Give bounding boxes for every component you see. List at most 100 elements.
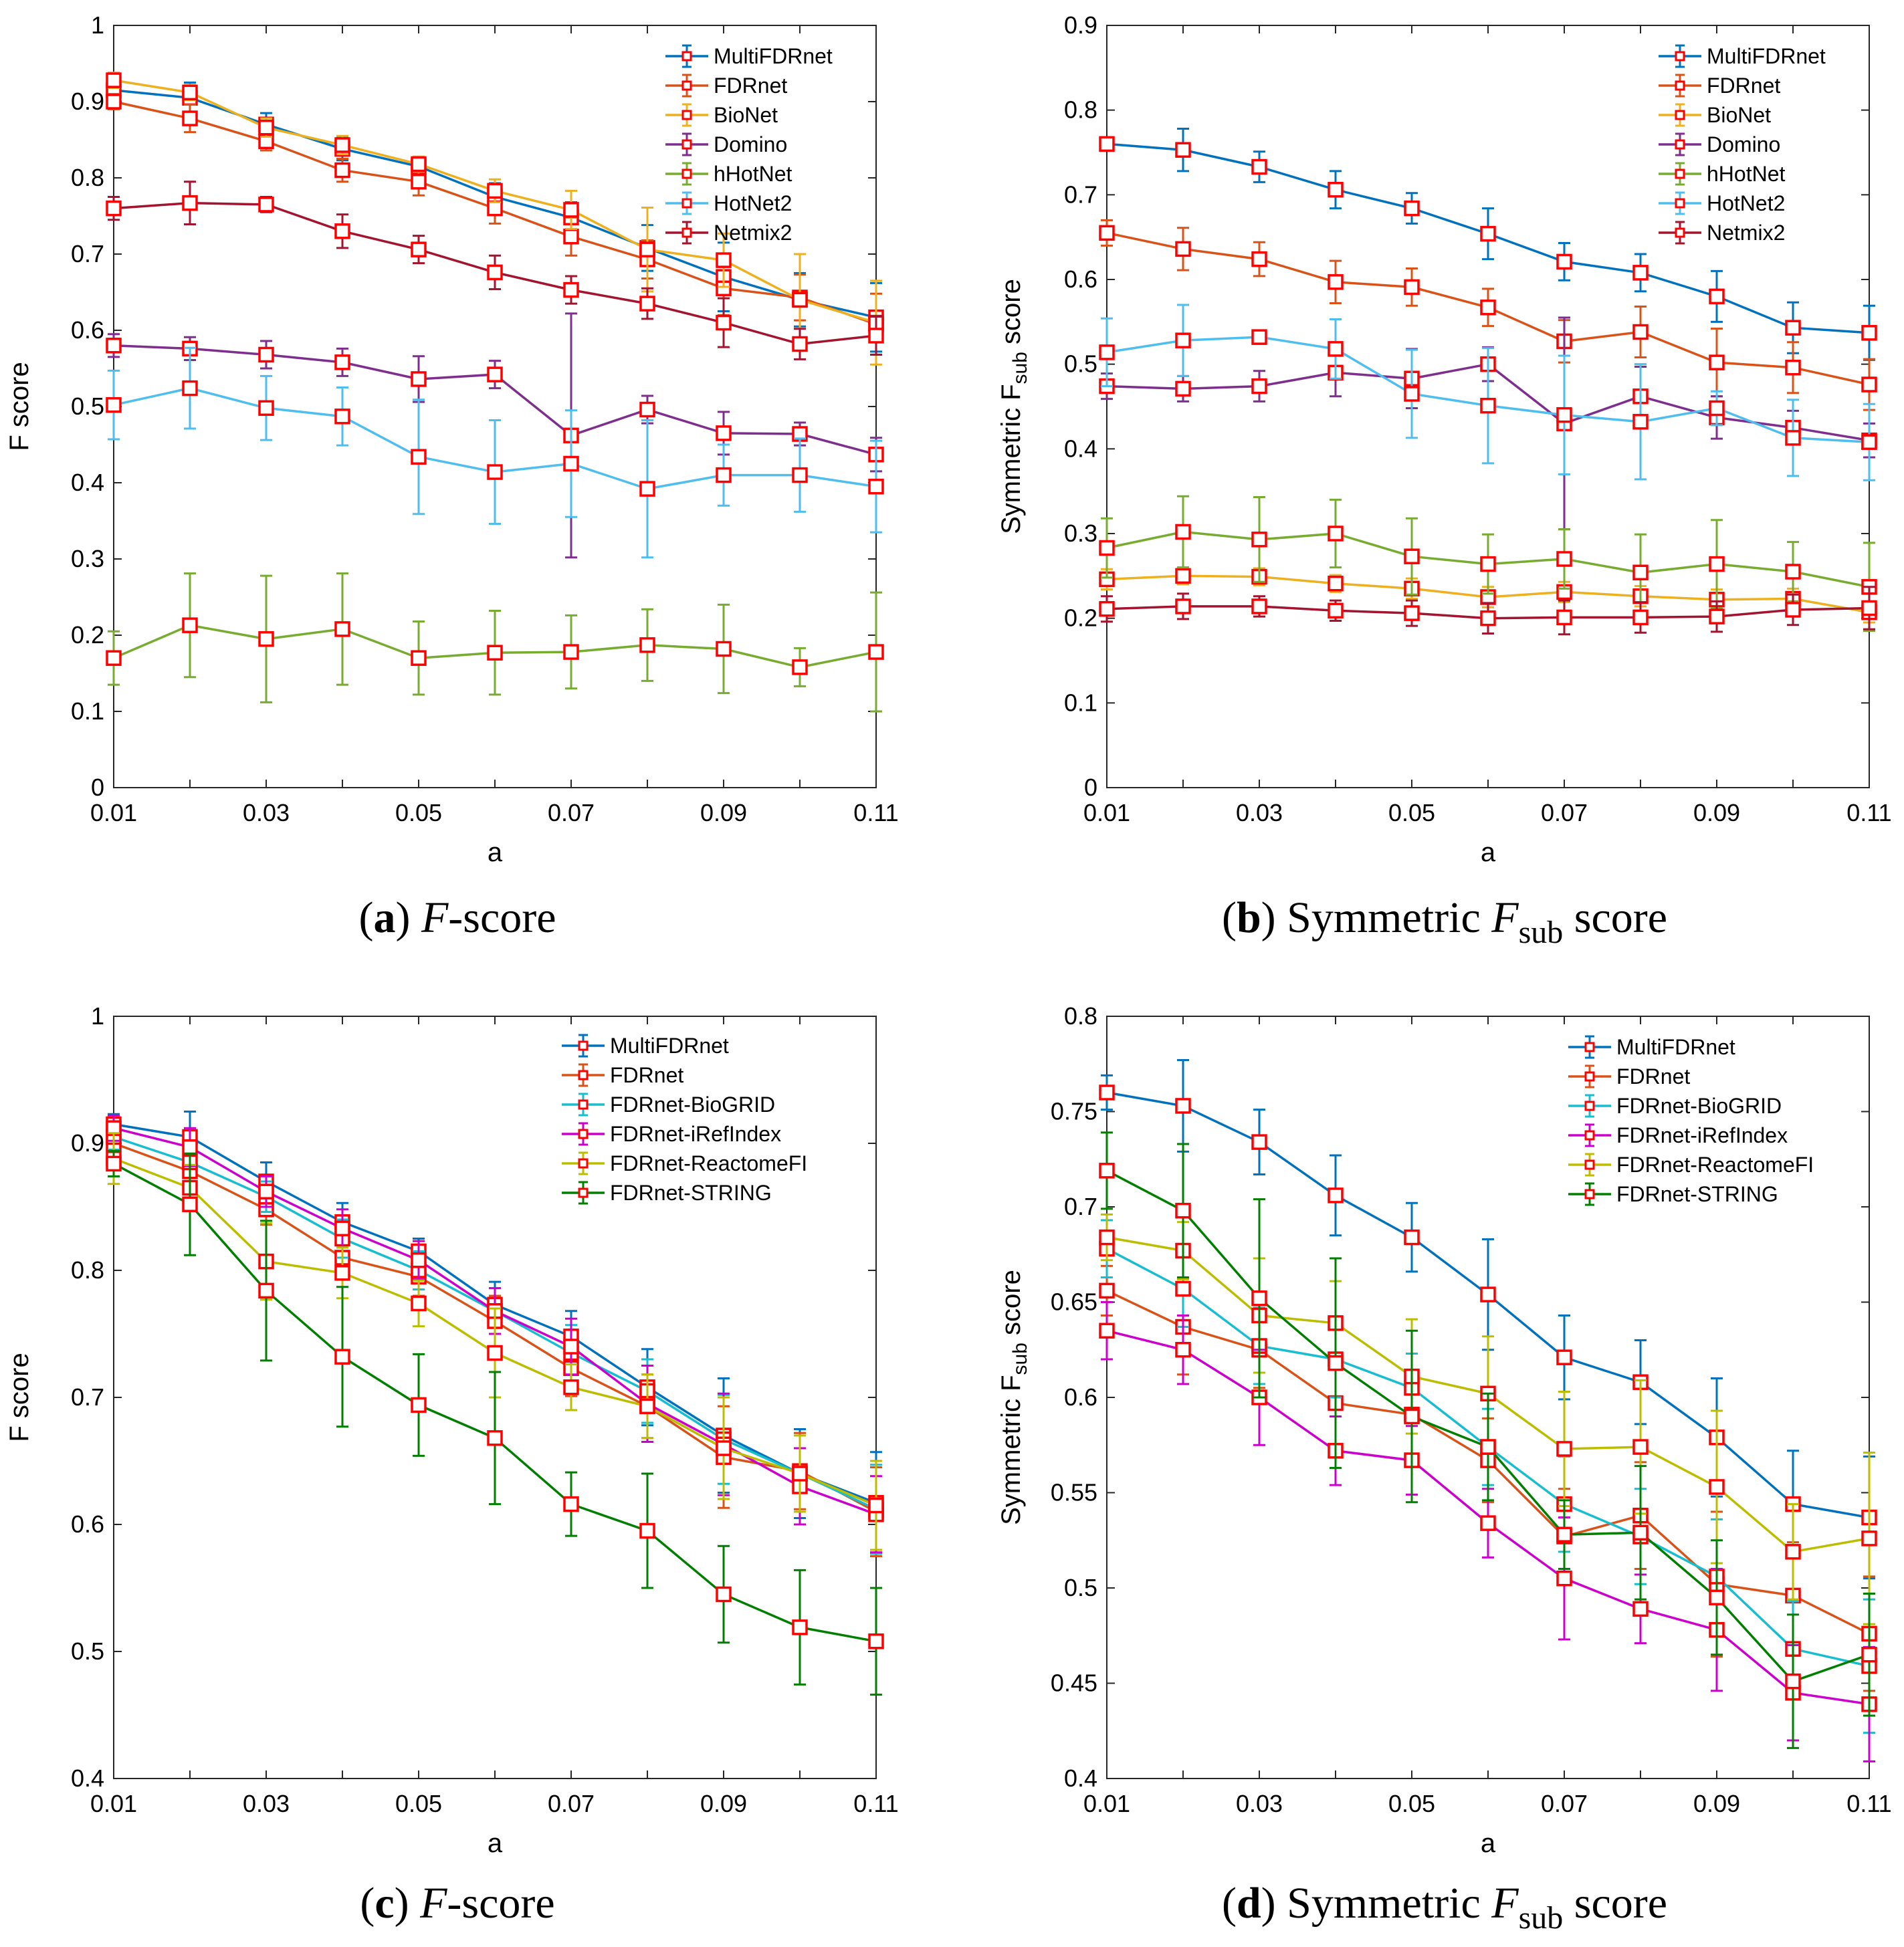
data-point bbox=[334, 137, 350, 153]
legend-entry-bionet: BioNet bbox=[714, 103, 778, 127]
data-point bbox=[868, 644, 884, 660]
y-tick-label: 0.6 bbox=[71, 316, 104, 344]
data-point bbox=[792, 1466, 808, 1482]
data-point bbox=[1251, 532, 1267, 548]
data-point bbox=[1861, 1530, 1877, 1547]
y-tick-label: 0.9 bbox=[71, 88, 104, 115]
data-point bbox=[1251, 598, 1267, 614]
legend-entry-bionet: BioNet bbox=[1707, 103, 1771, 127]
y-tick-label: 0 bbox=[91, 774, 104, 801]
data-point bbox=[1556, 1349, 1572, 1365]
data-point bbox=[1251, 378, 1267, 394]
data-point bbox=[1632, 414, 1649, 430]
data-point bbox=[1404, 605, 1420, 621]
data-point bbox=[563, 229, 579, 245]
data-point bbox=[1099, 136, 1115, 152]
y-tick-label: 0.6 bbox=[71, 1510, 104, 1538]
legend-entry-fdrnet: FDRnet bbox=[1707, 74, 1780, 98]
data-point bbox=[1556, 253, 1572, 270]
legend-marker bbox=[1675, 168, 1685, 179]
y-tick-label: 0.5 bbox=[71, 1637, 104, 1665]
data-point bbox=[1785, 359, 1801, 376]
x-tick-label: 0.01 bbox=[90, 1790, 137, 1817]
data-point bbox=[1175, 241, 1191, 257]
data-point bbox=[1632, 265, 1649, 281]
x-tick-label: 0.11 bbox=[1846, 799, 1891, 826]
legend-entry-domino: Domino bbox=[714, 132, 787, 156]
x-tick-label: 0.07 bbox=[1541, 1790, 1588, 1817]
data-point bbox=[334, 162, 350, 179]
data-point bbox=[411, 241, 427, 257]
data-point bbox=[639, 1522, 655, 1539]
data-point bbox=[1480, 1286, 1496, 1302]
x-tick-label: 0.01 bbox=[1083, 799, 1130, 826]
legend-marker bbox=[578, 1040, 589, 1051]
y-tick-label: 0.1 bbox=[1064, 689, 1097, 716]
data-point bbox=[1556, 551, 1572, 567]
legend-marker bbox=[681, 198, 692, 209]
data-point bbox=[1175, 1202, 1191, 1219]
data-point bbox=[1480, 556, 1496, 572]
y-tick-label: 0.65 bbox=[1051, 1288, 1097, 1316]
y-tick-label: 0.5 bbox=[1064, 1574, 1097, 1601]
y-tick-label: 0.9 bbox=[1064, 11, 1097, 39]
legend-entry-multifdrnet: MultiFDRnet bbox=[1707, 44, 1826, 68]
y-tick-label: 0.7 bbox=[71, 1383, 104, 1411]
data-point bbox=[1861, 325, 1877, 341]
data-point bbox=[1709, 608, 1725, 624]
data-point bbox=[639, 296, 655, 312]
series-fdrnet-reactomefi bbox=[106, 1132, 884, 1551]
data-point bbox=[1099, 1229, 1115, 1246]
series-fdrnet-irefindex bbox=[1099, 1301, 1877, 1762]
data-point bbox=[1709, 1589, 1725, 1605]
data-point bbox=[1404, 200, 1420, 217]
series-netmix2 bbox=[106, 181, 884, 360]
legend-entry-fdrnet: FDRnet bbox=[610, 1063, 683, 1087]
x-tick-label: 0.07 bbox=[548, 1790, 595, 1817]
data-point bbox=[182, 1196, 198, 1212]
x-tick-label: 0.05 bbox=[1388, 1790, 1435, 1817]
x-tick-label: 0.09 bbox=[700, 1790, 747, 1817]
x-tick-label: 0.09 bbox=[1693, 1790, 1740, 1817]
y-tick-label: 0.8 bbox=[71, 1256, 104, 1284]
data-point bbox=[1480, 300, 1496, 316]
data-point bbox=[1861, 434, 1877, 450]
data-point bbox=[1251, 329, 1267, 345]
data-point bbox=[1480, 1439, 1496, 1455]
legend-entry-fdrnet-irefindex: FDRnet-iRefIndex bbox=[1616, 1123, 1788, 1147]
legend-entry-hhotnet: hHotNet bbox=[714, 162, 792, 186]
x-tick-label: 0.07 bbox=[1541, 799, 1588, 826]
data-point bbox=[563, 202, 579, 218]
data-point bbox=[1175, 524, 1191, 540]
data-point bbox=[1328, 274, 1344, 290]
data-point bbox=[1480, 610, 1496, 626]
legend-marker bbox=[1584, 1101, 1595, 1111]
legend-entry-hotnet2: HotNet2 bbox=[1707, 191, 1785, 215]
data-point bbox=[716, 641, 732, 657]
legend-marker bbox=[681, 139, 692, 150]
data-point bbox=[1328, 341, 1344, 357]
data-point bbox=[334, 1265, 350, 1281]
data-point bbox=[1404, 548, 1420, 564]
data-point bbox=[411, 173, 427, 190]
legend-entry-domino: Domino bbox=[1707, 132, 1780, 156]
y-tick-label: 0.8 bbox=[71, 164, 104, 191]
x-tick-label: 0.03 bbox=[1236, 1790, 1283, 1817]
y-tick-label: 0.5 bbox=[71, 392, 104, 420]
data-point bbox=[1328, 1355, 1344, 1371]
data-point bbox=[1709, 400, 1725, 417]
data-point bbox=[792, 292, 808, 308]
legend-marker bbox=[578, 1158, 589, 1169]
y-tick-label: 0.4 bbox=[71, 1764, 104, 1792]
data-point bbox=[563, 1379, 579, 1395]
data-point bbox=[487, 200, 503, 217]
data-point bbox=[411, 1252, 427, 1268]
data-point bbox=[487, 1345, 503, 1361]
data-point bbox=[1556, 609, 1572, 626]
x-axis-label: a bbox=[488, 1829, 503, 1858]
data-point bbox=[1175, 1098, 1191, 1114]
series-hhotnet bbox=[106, 572, 884, 713]
data-point bbox=[1328, 575, 1344, 592]
data-point bbox=[1632, 1524, 1649, 1541]
legend-entry-multifdrnet: MultiFDRnet bbox=[610, 1034, 729, 1058]
